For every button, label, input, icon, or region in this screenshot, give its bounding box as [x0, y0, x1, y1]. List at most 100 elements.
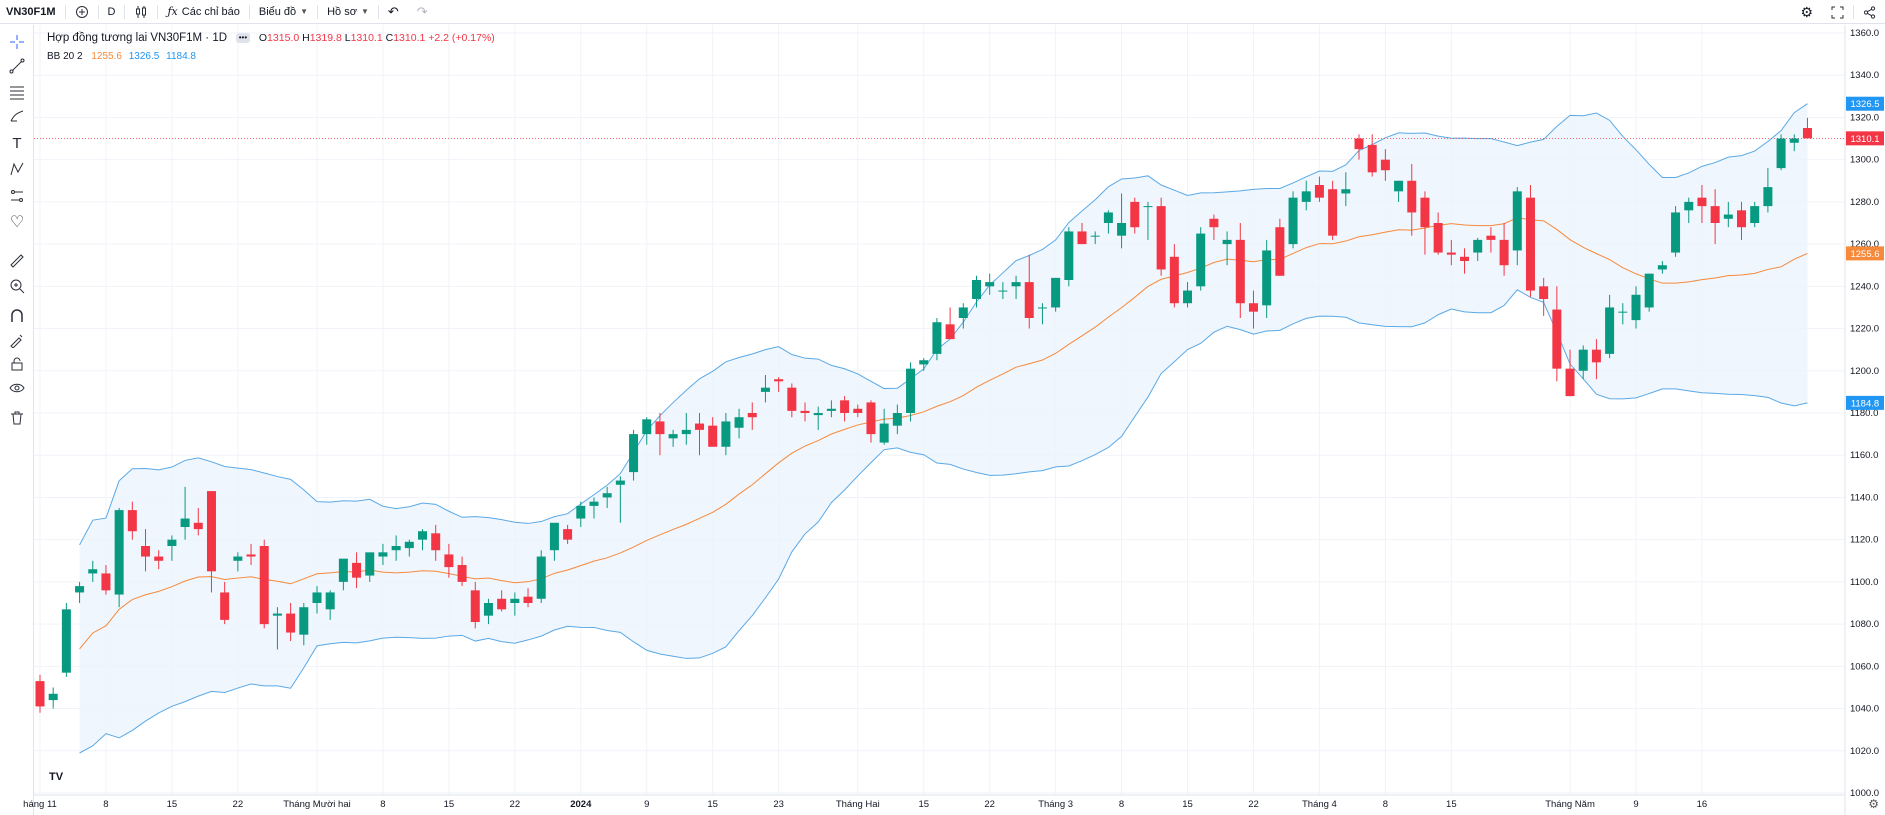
symbol-search-button[interactable]: VN30F1M	[0, 0, 65, 24]
candle-body	[879, 423, 889, 443]
bb-legend[interactable]: BB 20 2 1255.6 1326.5 1184.8	[47, 51, 196, 62]
profile-menu-button[interactable]: Hồ sơ ▼	[318, 0, 378, 24]
tradingview-logo[interactable]: TV	[44, 767, 68, 787]
bb-label: BB 20 2	[47, 51, 83, 62]
legend-open-label: O	[258, 32, 268, 44]
candle-body	[299, 607, 309, 635]
measure-tool[interactable]	[5, 250, 29, 272]
candle-body	[576, 505, 586, 519]
magnet-tool[interactable]	[5, 305, 29, 327]
candle-body	[760, 387, 770, 392]
candle-body	[1789, 138, 1799, 143]
divider	[248, 4, 250, 19]
bb-upper-value: 1326.5	[128, 51, 160, 62]
candle-body	[1011, 282, 1021, 287]
chart-menu-button[interactable]: Biểu đồ ▼	[250, 0, 317, 24]
candle-body	[286, 613, 296, 633]
brush-icon	[10, 110, 24, 122]
legend-more-icon[interactable]: •••	[235, 33, 250, 44]
price-tick-label: 1360.0	[1850, 28, 1879, 39]
magnet-icon	[11, 309, 23, 322]
share-button[interactable]	[1854, 0, 1885, 24]
divider	[317, 4, 319, 19]
redo-button[interactable]: ↷	[408, 0, 437, 24]
candle-body	[1512, 191, 1522, 251]
candle-body	[1341, 189, 1351, 194]
divider	[64, 4, 66, 19]
forecast-tool[interactable]	[5, 185, 29, 207]
time-tick-label: 15	[167, 799, 178, 810]
time-tick-label: Tháng Mười hai	[283, 799, 351, 810]
zoom-tool[interactable]	[5, 275, 29, 297]
candle-body	[1657, 265, 1667, 270]
settings-icon: ⚙	[1800, 3, 1813, 20]
time-tick-label: 22	[1248, 799, 1259, 810]
candle-body	[523, 596, 533, 603]
trendline-tool[interactable]	[5, 55, 29, 77]
price-tick-label: 1080.0	[1850, 619, 1879, 630]
crosshair-tool[interactable]	[5, 31, 29, 53]
candle-body	[338, 558, 348, 582]
candle-body	[1591, 349, 1601, 363]
hide-tool[interactable]	[5, 377, 29, 399]
text-tool[interactable]: T	[5, 132, 29, 154]
last-price-badge-text: 1310.1	[1850, 134, 1879, 145]
candle-body	[457, 565, 467, 582]
undo-icon: ↶	[387, 3, 399, 19]
fib-tool[interactable]	[5, 81, 29, 103]
candle-body	[1433, 223, 1443, 253]
remove-tool[interactable]	[5, 407, 29, 429]
settings-button[interactable]: ⚙	[1791, 0, 1822, 24]
candle-body	[1750, 206, 1760, 223]
time-tick-label: Tháng 3	[1038, 799, 1073, 810]
time-tick-label: 8	[103, 799, 108, 810]
candle-body	[1196, 233, 1206, 287]
candle-body	[1671, 212, 1681, 253]
crosshair-icon	[10, 35, 24, 49]
compare-button[interactable]	[66, 0, 98, 24]
candle-body	[483, 603, 493, 616]
chart-legend: Hợp đồng tương lai VN30F1M · 1D ••• O131…	[47, 32, 495, 44]
indicators-button[interactable]: ƒx Các chỉ báo	[158, 0, 248, 24]
candle-body	[1103, 212, 1113, 223]
favorites-tool[interactable]: ♡	[5, 211, 29, 233]
pattern-tool[interactable]	[5, 158, 29, 180]
candle-body	[1499, 239, 1509, 266]
price-tick-label: 1060.0	[1850, 661, 1879, 672]
candle-body	[919, 360, 929, 365]
undo-button[interactable]: ↶	[379, 0, 408, 24]
candle-body	[906, 368, 916, 413]
candle-body	[681, 429, 691, 435]
candle-body	[391, 546, 401, 551]
candle-body	[1380, 159, 1390, 171]
interval-button[interactable]: D	[99, 0, 125, 24]
candle-body	[48, 693, 58, 701]
candle-body	[167, 539, 177, 546]
lock-drawings-tool[interactable]	[5, 329, 29, 351]
brush-tool[interactable]	[5, 105, 29, 127]
settings-icon[interactable]: ⚙	[1868, 797, 1879, 811]
candle-body	[1314, 185, 1324, 198]
candle-body	[259, 546, 269, 625]
candle-body	[1710, 206, 1720, 223]
price-tick-label: 1300.0	[1850, 155, 1879, 166]
divider	[1853, 5, 1854, 19]
candle-body	[1037, 307, 1047, 309]
trendline-icon	[9, 58, 25, 74]
fullscreen-button[interactable]	[1822, 0, 1853, 24]
candle-body	[127, 510, 137, 532]
price-tick-label: 1100.0	[1850, 577, 1878, 588]
time-tick-label: 15	[918, 799, 929, 810]
candle-body	[1552, 309, 1562, 369]
fx-icon: ƒx	[167, 5, 178, 18]
lock-tool[interactable]	[5, 353, 29, 375]
candle-body	[1169, 256, 1179, 304]
legend-high-label: H	[302, 32, 310, 44]
candle-body	[352, 562, 362, 578]
fullscreen-icon	[1831, 6, 1844, 18]
candle-body	[75, 586, 85, 593]
chart-style-button[interactable]	[125, 0, 157, 24]
candle-body	[101, 573, 111, 591]
time-tick-label: 22	[984, 799, 995, 810]
